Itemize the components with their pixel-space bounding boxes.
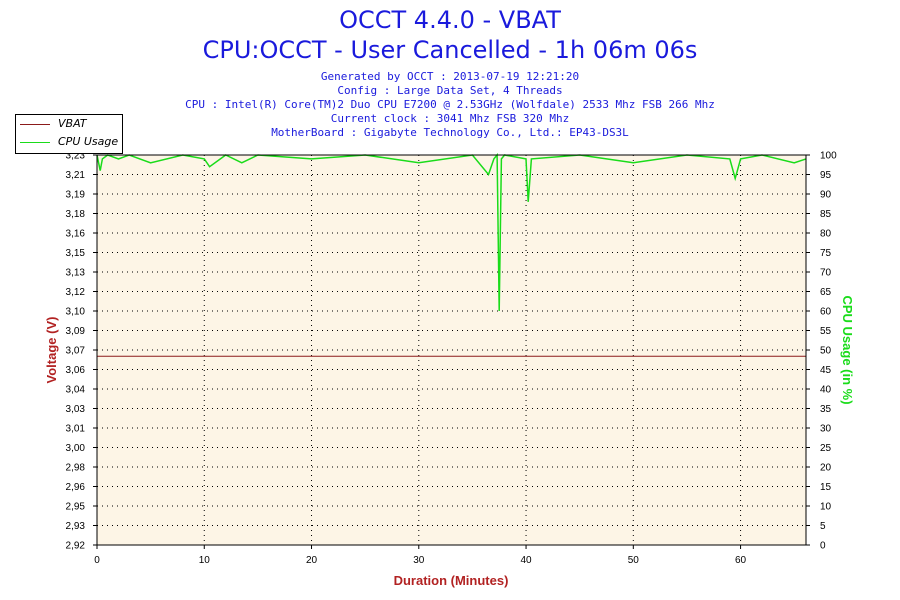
y-tick-label-right: 45	[820, 365, 832, 376]
y-tick-label-right: 55	[820, 326, 832, 337]
y-tick-label-right: 95	[820, 170, 832, 181]
x-tick-label: 30	[413, 555, 425, 566]
y-tick-label-left: 3,04	[66, 385, 86, 396]
y-tick-label-right: 80	[820, 229, 832, 240]
y-axis-label-left: Voltage (V)	[44, 317, 59, 384]
y-tick-label-left: 2,95	[66, 502, 86, 513]
info-config: Config : Large Data Set, 4 Threads	[337, 84, 563, 97]
y-tick-label-right: 30	[820, 424, 832, 435]
chart-subtitle: CPU:OCCT - User Cancelled - 1h 06m 06s	[202, 36, 698, 64]
y-tick-label-right: 25	[820, 443, 832, 454]
axes	[93, 154, 810, 549]
info-clock: Current clock : 3041 Mhz FSB 320 Mhz	[330, 112, 570, 125]
y-tick-label-right: 5	[820, 521, 826, 532]
legend: VBAT CPU Usage	[15, 114, 123, 154]
y-tick-label-left: 2,96	[66, 482, 86, 493]
y-tick-label-left: 3,06	[66, 365, 86, 376]
plot-frame	[96, 154, 807, 546]
x-tick-label: 60	[735, 555, 747, 566]
x-tick-label: 20	[306, 555, 318, 566]
y-tick-label-left: 3,07	[66, 346, 86, 357]
grid	[97, 155, 806, 545]
y-tick-label-right: 70	[820, 268, 832, 279]
legend-swatch-cpu	[20, 142, 50, 143]
info-generated: Generated by OCCT : 2013-07-19 12:21:20	[320, 70, 580, 83]
info-motherboard: MotherBoard : Gigabyte Technology Co., L…	[271, 126, 629, 139]
y-tick-label-right: 50	[820, 346, 832, 357]
y-tick-label-left: 3,16	[66, 229, 86, 240]
y-tick-label-right: 85	[820, 209, 832, 220]
y-tick-label-right: 35	[820, 404, 832, 415]
y-tick-label-left: 2,92	[66, 541, 86, 552]
tick-labels: 2,92 0 2,93 5 2,95 10 2,96 15 2,98 20 3,00 25 3,01 30…	[66, 151, 838, 567]
y-tick-label-right: 65	[820, 287, 832, 298]
y-tick-label-right: 10	[820, 502, 832, 513]
y-tick-label-left: 3,13	[66, 268, 86, 279]
x-tick-label: 40	[520, 555, 532, 566]
x-tick-label: 10	[199, 555, 211, 566]
chart-title: OCCT 4.4.0 - VBAT	[339, 6, 561, 34]
y-tick-label-left: 2,98	[66, 463, 86, 474]
y-tick-label-left: 3,01	[66, 424, 86, 435]
y-tick-label-right: 100	[820, 151, 837, 162]
y-tick-label-left: 2,93	[66, 521, 86, 532]
info-cpu: CPU : Intel(R) Core(TM)2 Duo CPU E7200 @…	[185, 98, 715, 111]
y-tick-label-left: 3,19	[66, 190, 86, 201]
plot-area	[97, 155, 806, 545]
y-tick-label-left: 3,00	[66, 443, 86, 454]
y-tick-label-left: 3,12	[66, 287, 86, 298]
y-tick-label-left: 3,10	[66, 307, 86, 318]
y-tick-label-left: 3,18	[66, 209, 86, 220]
legend-label-vbat: VBAT	[58, 117, 87, 130]
x-tick-label: 50	[628, 555, 640, 566]
y-tick-label-right: 20	[820, 463, 832, 474]
y-tick-label-right: 60	[820, 307, 832, 318]
x-tick-label: 0	[94, 555, 100, 566]
y-tick-label-right: 40	[820, 385, 832, 396]
legend-label-cpu: CPU Usage	[58, 135, 119, 148]
y-axis-label-right: CPU Usage (in %)	[840, 295, 855, 404]
y-tick-label-right: 75	[820, 248, 832, 259]
series-layer	[96, 152, 807, 357]
y-tick-label-right: 0	[820, 541, 826, 552]
series-line-cpu-usage	[96, 152, 807, 312]
y-tick-label-left: 3,03	[66, 404, 86, 415]
y-tick-label-right: 90	[820, 190, 832, 201]
y-tick-label-left: 3,21	[66, 170, 86, 181]
y-tick-label-left: 3,23	[66, 151, 86, 162]
y-tick-label-left: 3,09	[66, 326, 86, 337]
legend-swatch-vbat	[20, 124, 50, 125]
x-axis-label: Duration (Minutes)	[394, 573, 509, 588]
y-tick-label-right: 15	[820, 482, 832, 493]
y-tick-label-left: 3,15	[66, 248, 86, 259]
